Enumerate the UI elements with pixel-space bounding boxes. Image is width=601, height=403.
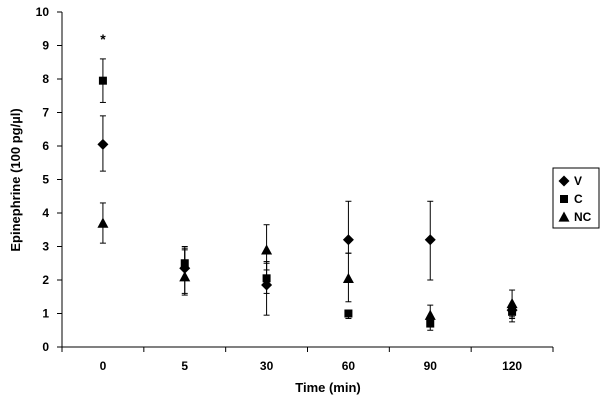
- data-point-nc: [342, 272, 354, 283]
- legend-label: C: [574, 192, 583, 206]
- significance-asterisk: *: [100, 31, 106, 47]
- y-tick-label: 3: [42, 240, 49, 254]
- y-tick-label: 8: [42, 72, 49, 86]
- x-axis-title: Time (min): [295, 380, 361, 395]
- error-bar-v: [345, 200, 352, 254]
- y-tick-label: 0: [42, 340, 49, 354]
- data-point-c: [508, 307, 517, 316]
- legend: VC NC: [558, 174, 592, 224]
- legend-label: V: [574, 174, 582, 188]
- x-tick-label: 5: [181, 359, 188, 373]
- y-tick-label: 2: [42, 273, 49, 287]
- legend-marker-v: [558, 175, 570, 187]
- data-point-c: [180, 259, 189, 268]
- x-tick-label: 90: [424, 359, 438, 373]
- x-tick-label: 60: [342, 359, 356, 373]
- legend-marker-nc: [558, 211, 570, 222]
- data-point-nc: [179, 271, 191, 282]
- y-tick-label: 7: [42, 106, 49, 120]
- data-point-v: [97, 138, 109, 150]
- legend-item-v: V: [558, 174, 582, 188]
- data-point-c: [98, 76, 107, 85]
- y-tick-label: 10: [36, 5, 50, 19]
- data-point-nc: [506, 297, 518, 309]
- legend-label: NC: [574, 210, 592, 224]
- data-markers: [97, 76, 518, 328]
- legend-item-nc: NC: [558, 210, 592, 224]
- data-point-c: [262, 274, 271, 283]
- y-tick-label: 4: [42, 206, 49, 220]
- data-point-v: [342, 234, 354, 246]
- data-point-nc: [261, 244, 273, 255]
- y-tick-label: 1: [42, 307, 49, 321]
- x-tick-labels: 0 5 30 60 90 120: [100, 359, 523, 373]
- x-tick-label: 0: [100, 359, 107, 373]
- x-tick-label: 120: [502, 359, 522, 373]
- data-point-c: [344, 309, 353, 318]
- legend-item-c: C: [560, 192, 583, 206]
- y-tick-label: 5: [42, 173, 49, 187]
- error-bars: [99, 58, 516, 331]
- legend-marker-c: [560, 195, 568, 203]
- y-tick-labels: 0 1 2 3 4 5 6 7 8 9 10: [36, 5, 50, 354]
- y-tick-label: 9: [42, 39, 49, 53]
- data-point-c: [426, 319, 435, 328]
- annotations: *: [100, 31, 106, 47]
- data-point-nc: [97, 217, 109, 228]
- data-point-nc: [424, 309, 436, 320]
- x-tick-label: 30: [260, 359, 274, 373]
- y-tick-label: 6: [42, 139, 49, 153]
- axes: [57, 11, 554, 352]
- y-axis-title: Epinephrine (100 pg/µl): [8, 108, 23, 251]
- data-point-v: [424, 234, 436, 246]
